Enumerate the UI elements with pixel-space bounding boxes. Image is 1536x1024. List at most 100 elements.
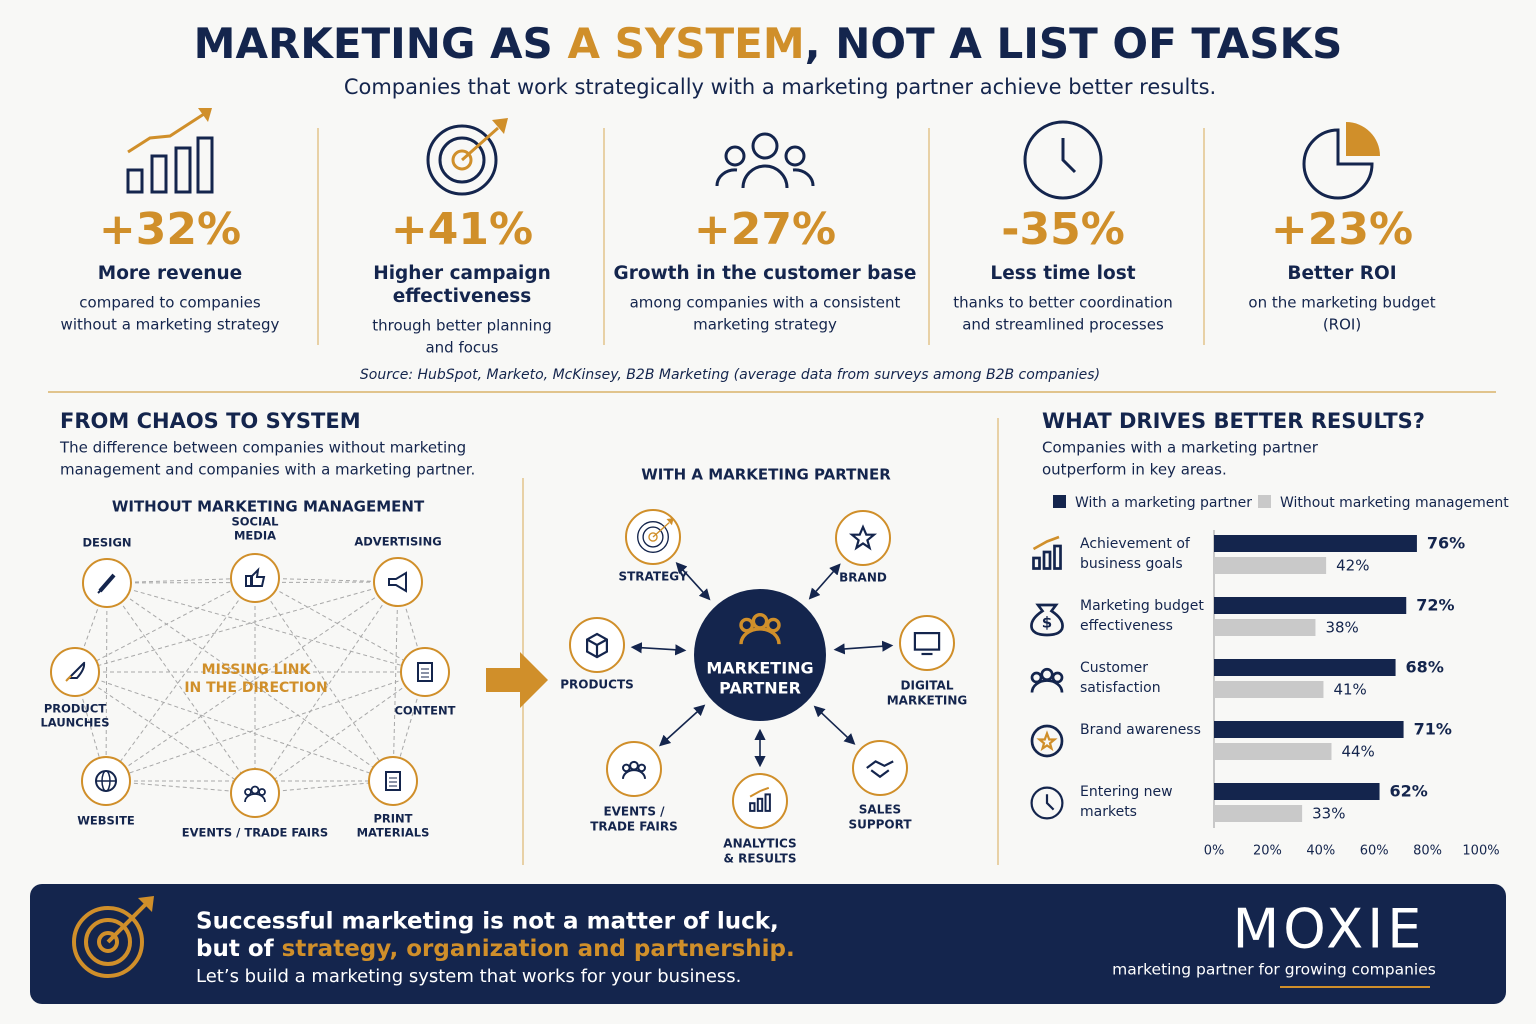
icon-part <box>739 627 781 645</box>
icon-part <box>438 136 486 184</box>
icon-part <box>756 797 764 812</box>
arrow <box>486 652 548 708</box>
icon-part: $ <box>1042 614 1052 632</box>
category-label: Entering new markets <box>1080 784 1173 820</box>
icon-part <box>492 118 508 134</box>
icon-part <box>451 149 473 171</box>
connector <box>808 563 841 600</box>
icon-part <box>98 573 116 593</box>
icon-part <box>1051 671 1064 684</box>
section-title: FROM CHAOS TO SYSTEM <box>60 409 361 433</box>
icon-part <box>749 786 770 798</box>
brand-tagline: marketing partner for growing companies <box>1112 961 1436 979</box>
connection <box>105 581 399 782</box>
x-tick-label: 80% <box>1413 844 1442 859</box>
stat-desc: (ROI) <box>1323 316 1361 334</box>
subtitle: Companies that work strategically with a… <box>344 75 1216 99</box>
connection <box>74 671 394 782</box>
icon-part <box>739 617 755 633</box>
stat-desc: on the marketing budget <box>1248 294 1435 312</box>
icon <box>637 518 674 553</box>
node-label: STRATEGY <box>618 570 687 584</box>
icon-part <box>198 108 212 122</box>
footer-line: but of strategy, organization and partne… <box>196 936 795 962</box>
node-label: MARKETING <box>887 694 968 708</box>
connection <box>74 577 256 673</box>
icon <box>715 132 815 189</box>
section-desc: management and companies with a marketin… <box>60 461 475 479</box>
node-label: DESIGN <box>82 536 131 550</box>
icon-part <box>751 132 779 160</box>
icon-part <box>792 168 815 187</box>
value-label: 62% <box>1390 782 1428 801</box>
bar <box>1214 681 1324 698</box>
icon-part <box>1030 786 1064 820</box>
title-part: MARKETING AS <box>194 19 568 68</box>
bar <box>1214 535 1417 552</box>
node <box>400 647 450 697</box>
icon-part <box>385 771 401 791</box>
icon-part <box>648 532 658 542</box>
node-label: PRODUCTS <box>560 678 634 692</box>
icon-part <box>724 145 746 167</box>
icon-part <box>72 906 144 978</box>
footer-panel <box>30 884 1506 1004</box>
bar <box>1214 805 1303 822</box>
icon <box>1030 667 1064 693</box>
icon-part <box>622 769 646 780</box>
value-label: 38% <box>1325 619 1358 637</box>
x-tick-label: 0% <box>1204 844 1225 859</box>
icon <box>1302 122 1380 200</box>
node <box>732 773 788 829</box>
connection <box>254 577 426 673</box>
stat-desc: and focus <box>425 339 498 357</box>
bar <box>1214 721 1404 738</box>
icon-part <box>741 164 789 189</box>
icon-part <box>866 760 894 779</box>
center-label: PARTNER <box>719 679 801 698</box>
connection <box>106 582 256 794</box>
bar <box>1214 659 1396 676</box>
connection <box>74 671 256 794</box>
connector <box>659 704 706 747</box>
stat-label: More revenue <box>98 263 242 284</box>
value-label: 44% <box>1341 743 1374 761</box>
icon-part <box>1053 544 1062 570</box>
icon-part <box>784 145 806 167</box>
icon-part <box>1346 122 1380 156</box>
icon-part <box>1030 679 1064 693</box>
connection <box>105 582 108 782</box>
stat-desc: without a marketing strategy <box>61 316 280 334</box>
node <box>230 553 280 603</box>
connection <box>254 581 399 794</box>
node-label: SUPPORT <box>848 818 912 832</box>
node-label: CONTENT <box>394 704 455 718</box>
icon <box>126 108 214 194</box>
stat-desc: thanks to better coordination <box>953 294 1173 312</box>
icon-part <box>765 617 781 633</box>
icon <box>622 760 646 780</box>
center-label: MISSING LINK <box>202 662 312 678</box>
connection <box>392 581 399 782</box>
icon-part <box>244 793 266 803</box>
title: MARKETING AS A SYSTEM, NOT A LIST OF TAS… <box>194 19 1343 68</box>
node-label: ADVERTISING <box>354 535 441 549</box>
stat-value: +23% <box>1271 204 1413 255</box>
section-title: WHAT DRIVES BETTER RESULTS? <box>1042 409 1425 433</box>
icon <box>95 770 117 792</box>
icon-part <box>652 522 670 538</box>
node-label: EVENTS / TRADE FAIRS <box>182 826 328 840</box>
stat-label: Higher campaign <box>373 263 551 284</box>
node <box>368 756 418 806</box>
footer-highlight: strategy, organization and partnership. <box>282 936 795 962</box>
node-label: EVENTS / <box>603 805 665 819</box>
value-label: 42% <box>1336 557 1369 575</box>
bar <box>1214 743 1332 760</box>
stat-label: effectiveness <box>393 286 532 307</box>
icon <box>244 785 266 803</box>
footer-part: but of <box>196 936 282 962</box>
icon-part <box>1032 556 1041 570</box>
icon <box>749 786 771 812</box>
